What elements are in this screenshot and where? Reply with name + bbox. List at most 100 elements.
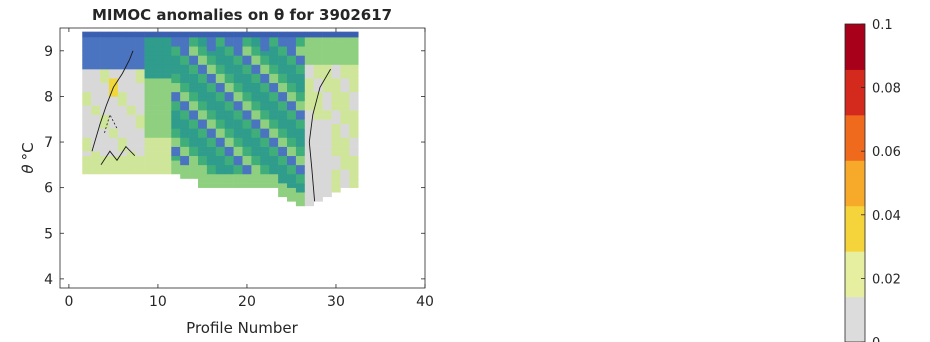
heatmap-cell	[313, 100, 323, 106]
heatmap-cell	[331, 87, 341, 93]
heatmap-cell	[135, 64, 145, 70]
heatmap-cell	[162, 132, 172, 138]
heatmap-cell	[251, 155, 261, 161]
heatmap-cell	[135, 155, 145, 161]
heatmap-cell	[313, 82, 323, 88]
heatmap-cell	[251, 132, 261, 138]
heatmap-cell	[180, 73, 190, 79]
heatmap-cell	[242, 137, 252, 143]
heatmap-cell	[233, 155, 243, 161]
heatmap-cell	[269, 37, 279, 42]
heatmap-cell	[242, 160, 252, 166]
heatmap-cell	[304, 110, 315, 115]
heatmap-cell	[189, 151, 199, 157]
heatmap-cell	[82, 46, 92, 52]
heatmap-cell	[171, 160, 181, 166]
heatmap-cell	[206, 155, 217, 161]
heatmap-cell	[126, 169, 136, 175]
heatmap-cell	[313, 173, 323, 179]
heatmap-cell	[162, 64, 172, 70]
heatmap-cell	[304, 37, 315, 42]
heatmap-cell	[162, 155, 172, 161]
heatmap-cell	[322, 169, 332, 175]
y-tick-label: 8	[44, 89, 53, 105]
heatmap-cell	[215, 37, 225, 42]
heatmap-cell	[242, 151, 252, 157]
heatmap-cell	[331, 151, 341, 157]
heatmap-cell	[206, 46, 217, 52]
heatmap-cell	[162, 119, 172, 125]
heatmap-cell	[278, 32, 288, 38]
heatmap-cell	[117, 50, 128, 56]
heatmap-cell	[287, 41, 297, 47]
heatmap-cell	[215, 64, 225, 70]
heatmap-cell	[322, 69, 332, 74]
heatmap-cell	[197, 142, 208, 147]
heatmap-cell	[171, 100, 181, 106]
heatmap-cell	[322, 55, 332, 61]
heatmap-cell	[144, 160, 154, 166]
heatmap-cell	[331, 31, 341, 33]
heatmap-cell	[269, 69, 279, 74]
y-axis-label-var: θ	[19, 164, 37, 173]
heatmap-cell	[215, 78, 225, 84]
heatmap-cell	[91, 59, 101, 65]
heatmap-cell	[117, 87, 128, 93]
heatmap-cell	[331, 69, 341, 74]
heatmap-cell	[287, 119, 297, 125]
heatmap-cell	[117, 137, 128, 143]
heatmap-cell	[295, 41, 306, 47]
heatmap-cell	[215, 55, 225, 61]
heatmap-cell	[117, 31, 128, 33]
heatmap-cell	[144, 69, 154, 74]
heatmap-cell	[108, 64, 119, 70]
heatmap-cell	[135, 100, 145, 106]
heatmap-cell	[153, 142, 163, 147]
heatmap-cell	[189, 82, 199, 88]
heatmap-cell	[349, 119, 359, 125]
heatmap-cell	[171, 164, 181, 170]
heatmap-cell	[108, 169, 119, 175]
heatmap-cell	[313, 155, 323, 161]
heatmap-cell	[117, 64, 128, 70]
heatmap-cell	[224, 55, 234, 61]
heatmap-cell	[331, 64, 341, 70]
heatmap-cell	[82, 41, 92, 47]
heatmap-cell	[322, 46, 332, 52]
heatmap-cell	[224, 173, 234, 179]
heatmap-cell	[82, 105, 92, 111]
heatmap-cell	[331, 128, 341, 134]
heatmap-cell	[82, 82, 92, 88]
heatmap-cell	[135, 37, 145, 42]
heatmap-cell	[260, 137, 270, 143]
heatmap-cell	[224, 100, 234, 106]
heatmap-cell	[251, 173, 261, 179]
heatmap-cell	[287, 78, 297, 84]
heatmap-cell	[304, 78, 315, 84]
heatmap-cell	[340, 96, 350, 102]
heatmap-cell	[91, 114, 101, 120]
heatmap-cell	[322, 151, 332, 157]
heatmap-cell	[171, 155, 181, 161]
heatmap-cell	[82, 137, 92, 143]
heatmap-cell	[117, 142, 128, 147]
heatmap-cell	[269, 46, 279, 52]
heatmap-cell	[295, 173, 306, 179]
heatmap-cell	[135, 41, 145, 47]
heatmap-cell	[100, 82, 110, 88]
heatmap-cell	[260, 128, 270, 134]
heatmap-cell	[242, 37, 252, 42]
heatmap-cell	[91, 123, 101, 129]
heatmap-cell	[91, 155, 101, 161]
heatmap-cell	[233, 59, 243, 65]
heatmap-cell	[322, 164, 332, 170]
heatmap-cell	[251, 169, 261, 175]
heatmap-cell	[153, 59, 163, 65]
heatmap-cell	[349, 137, 359, 143]
heatmap-cell	[171, 146, 181, 152]
heatmap-cell	[144, 132, 154, 138]
heatmap-cell	[126, 64, 136, 70]
heatmap-cell	[126, 123, 136, 129]
heatmap-cell	[100, 41, 110, 47]
heatmap-cell	[144, 32, 154, 38]
